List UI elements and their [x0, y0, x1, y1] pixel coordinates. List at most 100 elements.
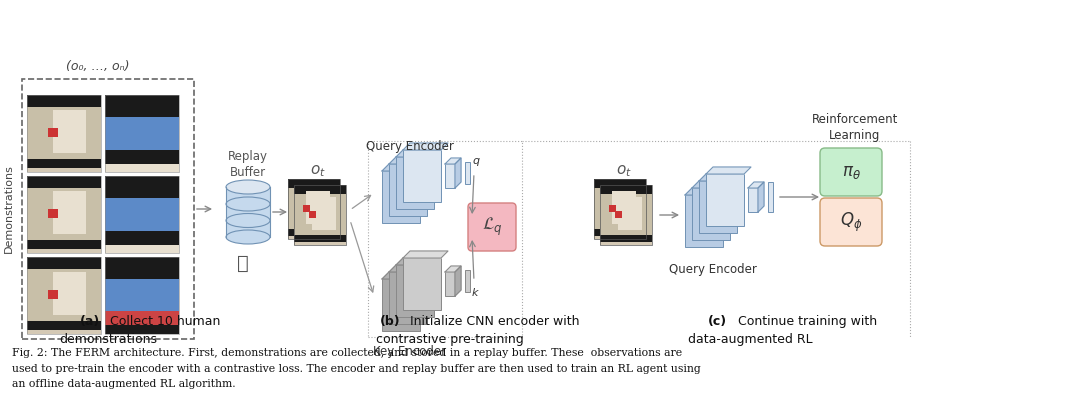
Text: $o_t$: $o_t$ — [310, 163, 326, 179]
FancyBboxPatch shape — [465, 162, 470, 184]
FancyBboxPatch shape — [105, 311, 179, 325]
Polygon shape — [455, 158, 461, 188]
FancyBboxPatch shape — [685, 195, 723, 247]
FancyBboxPatch shape — [600, 235, 652, 242]
FancyBboxPatch shape — [27, 176, 102, 188]
FancyBboxPatch shape — [820, 148, 882, 196]
FancyBboxPatch shape — [105, 95, 179, 116]
Polygon shape — [389, 157, 434, 164]
Polygon shape — [706, 167, 751, 174]
FancyBboxPatch shape — [105, 176, 179, 197]
FancyBboxPatch shape — [48, 290, 58, 299]
Text: (a): (a) — [80, 315, 100, 328]
FancyBboxPatch shape — [294, 185, 346, 245]
FancyBboxPatch shape — [594, 179, 646, 239]
Polygon shape — [748, 182, 764, 188]
Polygon shape — [699, 174, 744, 181]
FancyBboxPatch shape — [294, 235, 346, 242]
FancyBboxPatch shape — [748, 188, 758, 212]
FancyBboxPatch shape — [692, 188, 730, 240]
FancyBboxPatch shape — [105, 197, 179, 231]
FancyBboxPatch shape — [820, 198, 882, 246]
Polygon shape — [455, 266, 461, 296]
Text: demonstrations: demonstrations — [59, 333, 157, 346]
FancyBboxPatch shape — [27, 95, 102, 172]
Text: an offline data-augmented RL algorithm.: an offline data-augmented RL algorithm. — [12, 379, 235, 389]
FancyBboxPatch shape — [288, 229, 340, 236]
FancyBboxPatch shape — [27, 257, 102, 268]
Ellipse shape — [226, 214, 270, 228]
Text: (b): (b) — [380, 315, 401, 328]
FancyBboxPatch shape — [594, 179, 646, 188]
FancyBboxPatch shape — [22, 79, 194, 339]
FancyBboxPatch shape — [27, 95, 102, 107]
Polygon shape — [382, 164, 427, 171]
Polygon shape — [445, 266, 461, 272]
Text: q: q — [472, 156, 480, 166]
FancyBboxPatch shape — [53, 110, 86, 153]
Polygon shape — [403, 143, 448, 150]
FancyBboxPatch shape — [105, 325, 179, 334]
FancyBboxPatch shape — [27, 188, 102, 240]
Text: Initialize CNN encoder with: Initialize CNN encoder with — [406, 315, 580, 328]
FancyBboxPatch shape — [53, 273, 86, 315]
FancyBboxPatch shape — [389, 272, 427, 324]
Ellipse shape — [226, 180, 270, 194]
Text: Demonstrations: Demonstrations — [4, 164, 14, 254]
FancyBboxPatch shape — [382, 171, 420, 223]
FancyBboxPatch shape — [312, 197, 336, 230]
FancyBboxPatch shape — [105, 116, 179, 150]
Polygon shape — [396, 150, 441, 157]
FancyBboxPatch shape — [105, 150, 179, 164]
Text: $o_t$: $o_t$ — [616, 163, 632, 179]
FancyBboxPatch shape — [48, 209, 58, 218]
Text: (o₀, …, oₙ): (o₀, …, oₙ) — [66, 60, 130, 73]
FancyBboxPatch shape — [465, 270, 470, 292]
FancyBboxPatch shape — [768, 182, 773, 212]
Text: ℬ: ℬ — [238, 255, 248, 273]
Polygon shape — [692, 181, 737, 188]
Polygon shape — [445, 158, 461, 164]
FancyBboxPatch shape — [600, 185, 652, 245]
FancyBboxPatch shape — [105, 231, 179, 245]
FancyBboxPatch shape — [618, 197, 642, 230]
Text: Query Encoder: Query Encoder — [366, 140, 454, 153]
FancyBboxPatch shape — [403, 258, 441, 310]
FancyBboxPatch shape — [445, 164, 455, 188]
FancyBboxPatch shape — [288, 179, 340, 188]
FancyBboxPatch shape — [226, 187, 270, 237]
FancyBboxPatch shape — [594, 188, 646, 229]
Text: Collect 10 human: Collect 10 human — [106, 315, 220, 328]
Text: contrastive pre-training: contrastive pre-training — [376, 333, 524, 346]
FancyBboxPatch shape — [288, 179, 340, 239]
Text: Query Encoder: Query Encoder — [670, 263, 757, 276]
FancyBboxPatch shape — [27, 257, 102, 334]
FancyBboxPatch shape — [608, 205, 616, 212]
Text: $\pi_\theta$: $\pi_\theta$ — [841, 163, 861, 181]
FancyBboxPatch shape — [27, 321, 102, 330]
FancyBboxPatch shape — [309, 211, 315, 218]
Text: Key Encoder: Key Encoder — [374, 345, 446, 358]
Polygon shape — [403, 251, 448, 258]
Polygon shape — [758, 182, 764, 212]
FancyBboxPatch shape — [27, 107, 102, 159]
FancyBboxPatch shape — [105, 278, 179, 311]
FancyBboxPatch shape — [396, 265, 434, 317]
FancyBboxPatch shape — [382, 279, 420, 331]
Polygon shape — [685, 188, 730, 195]
FancyBboxPatch shape — [27, 268, 102, 321]
FancyBboxPatch shape — [27, 240, 102, 249]
FancyBboxPatch shape — [699, 181, 737, 233]
FancyBboxPatch shape — [307, 191, 329, 224]
FancyBboxPatch shape — [612, 191, 636, 224]
FancyBboxPatch shape — [105, 257, 179, 334]
FancyBboxPatch shape — [468, 203, 516, 251]
Text: Reinforcement
Learning: Reinforcement Learning — [812, 113, 899, 142]
FancyBboxPatch shape — [288, 188, 340, 229]
FancyBboxPatch shape — [615, 211, 622, 218]
FancyBboxPatch shape — [27, 176, 102, 253]
Text: (c): (c) — [708, 315, 727, 328]
Text: $Q_\phi$: $Q_\phi$ — [840, 210, 862, 234]
Text: $\mathcal{L}_q$: $\mathcal{L}_q$ — [482, 216, 502, 238]
FancyBboxPatch shape — [600, 194, 652, 235]
